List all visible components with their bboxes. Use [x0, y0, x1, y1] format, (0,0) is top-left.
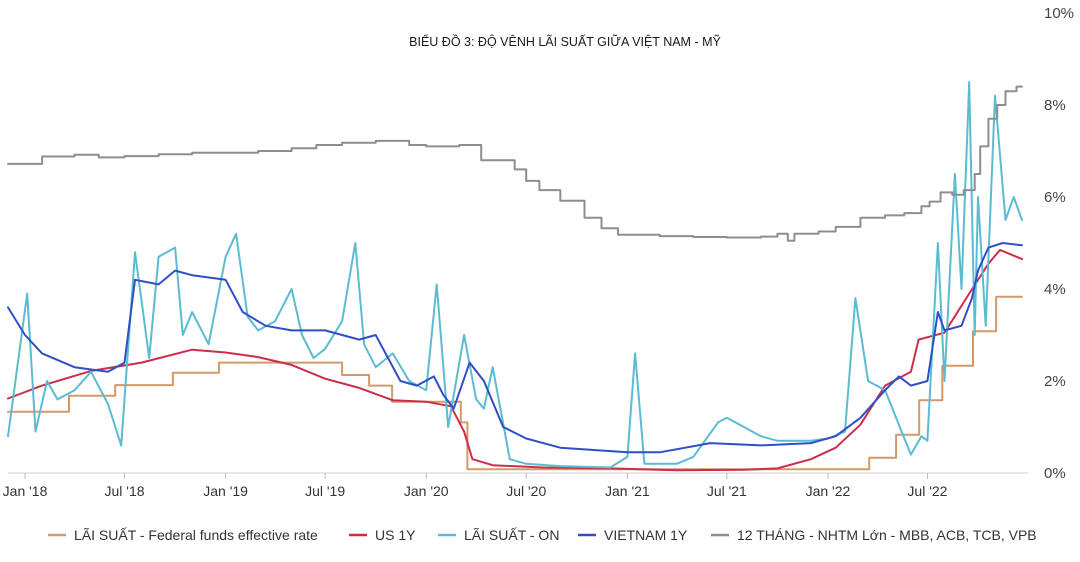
legend-label: US 1Y: [375, 527, 416, 543]
x-tick-label: Jan '20: [404, 483, 449, 499]
y-tick-label: 0%: [1044, 465, 1066, 482]
x-tick-label: Jan '18: [3, 483, 48, 499]
series-line-3: [7, 81, 1023, 469]
y-tick-label: 4%: [1044, 281, 1066, 298]
x-tick-label: Jan '21: [605, 483, 650, 499]
x-tick-label: Jul '22: [907, 483, 947, 499]
series-line-1: [7, 295, 1023, 471]
series-lines: [7, 81, 1023, 472]
y-tick-label: 6%: [1044, 189, 1066, 206]
x-tick-label: Jan '19: [203, 483, 248, 499]
x-tick-label: Jul '18: [104, 483, 144, 499]
legend-label: LÃI SUẤT - Federal funds effective rate: [74, 527, 318, 543]
chart-legend: LÃI SUẤT - Federal funds effective rate U…: [48, 527, 1037, 543]
x-tick-label: Jul '19: [305, 483, 345, 499]
x-tick-label: Jul '21: [707, 483, 747, 499]
legend-label: VIETNAM 1Y: [604, 527, 688, 543]
chart-title: BIỂU ĐỒ 3: ĐỘ VÊNH LÃI SUẤT GIỮA VIỆT NA…: [409, 34, 721, 49]
x-tick-label: Jul '20: [506, 483, 546, 499]
legend-label: 12 THÁNG - NHTM Lớn - MBB, ACB, TCB, VPB: [737, 527, 1037, 543]
legend-label: LÃI SUẤT - ON: [464, 527, 559, 543]
series-line-4: [7, 242, 1023, 454]
y-tick-label: 8%: [1044, 97, 1066, 114]
x-axis-ticks: Jan '18 Jul '18 Jan '19 Jul '19 Jan '20 Jul '…: [3, 473, 948, 499]
series-line-5: [7, 85, 1023, 242]
y-tick-label: 10%: [1044, 5, 1074, 22]
y-axis-ticks: 0% 2% 4% 6% 8% 10%: [1044, 5, 1074, 482]
x-tick-label: Jan '22: [806, 483, 851, 499]
series-line-2: [7, 248, 1023, 472]
y-tick-label: 2%: [1044, 373, 1066, 390]
